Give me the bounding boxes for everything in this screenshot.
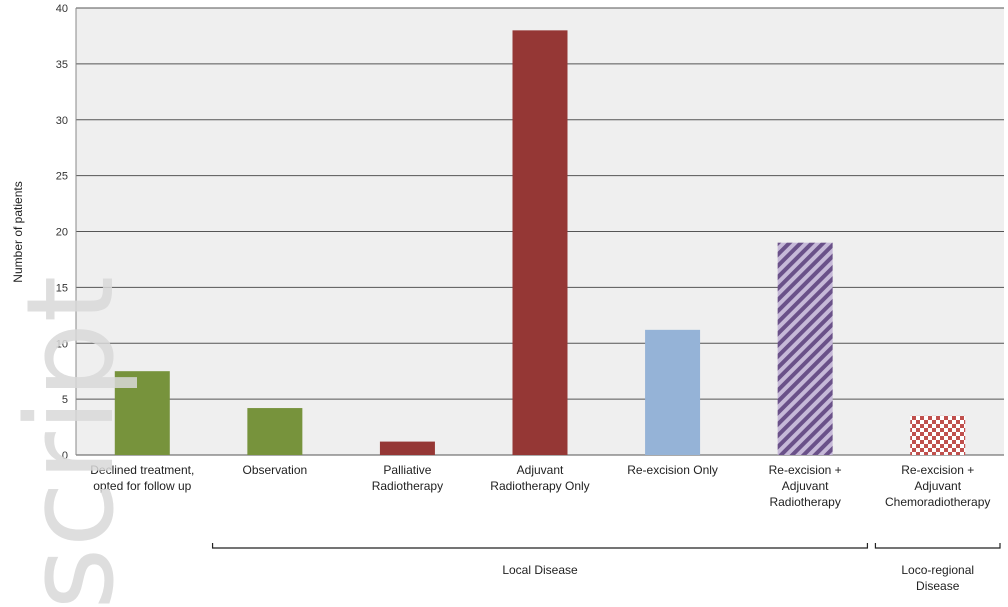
bar xyxy=(379,441,435,455)
y-tick-label: 25 xyxy=(56,171,68,183)
y-tick-label: 40 xyxy=(56,3,68,15)
bar xyxy=(910,415,966,455)
group-bracket xyxy=(211,543,869,549)
y-tick-label: 35 xyxy=(56,59,68,71)
y-tick-label: 30 xyxy=(56,115,68,127)
x-category-label: Re-excision + Adjuvant Radiotherapy xyxy=(769,463,842,509)
x-category-label: Declined treatment, opted for follow up xyxy=(90,463,194,493)
group-label: Local Disease xyxy=(502,563,578,577)
y-tick-label: 0 xyxy=(62,450,68,462)
watermark-text: script xyxy=(2,276,141,607)
y-tick-label: 10 xyxy=(56,338,68,350)
x-category-label: Re-excision + Adjuvant Chemoradiotherapy xyxy=(885,463,990,509)
group-label: Loco-regional Disease xyxy=(901,563,974,593)
y-tick-label: 5 xyxy=(62,394,68,406)
x-category-label: Re-excision Only xyxy=(627,463,718,477)
bar xyxy=(512,30,568,455)
y-tick-label: 20 xyxy=(56,227,68,239)
bar xyxy=(777,242,833,455)
y-tick-labels: 0 5 10 15 20 25 30 35 40 xyxy=(56,3,68,462)
bar xyxy=(645,329,701,455)
x-category-label: Adjuvant Radiotherapy Only xyxy=(490,463,589,493)
group-brackets: Local Disease Loco-regional Disease xyxy=(211,543,1001,593)
y-axis-title: Number of patients xyxy=(11,181,25,282)
y-tick-label: 15 xyxy=(56,282,68,294)
bars xyxy=(114,30,966,455)
x-category-label: Palliative Radiotherapy xyxy=(372,463,443,493)
bar xyxy=(114,371,170,455)
bar xyxy=(247,408,303,455)
x-category-label: Observation xyxy=(243,463,308,477)
group-bracket xyxy=(874,543,1001,549)
x-category-labels: Declined treatment, opted for follow up Ob… xyxy=(90,463,990,509)
